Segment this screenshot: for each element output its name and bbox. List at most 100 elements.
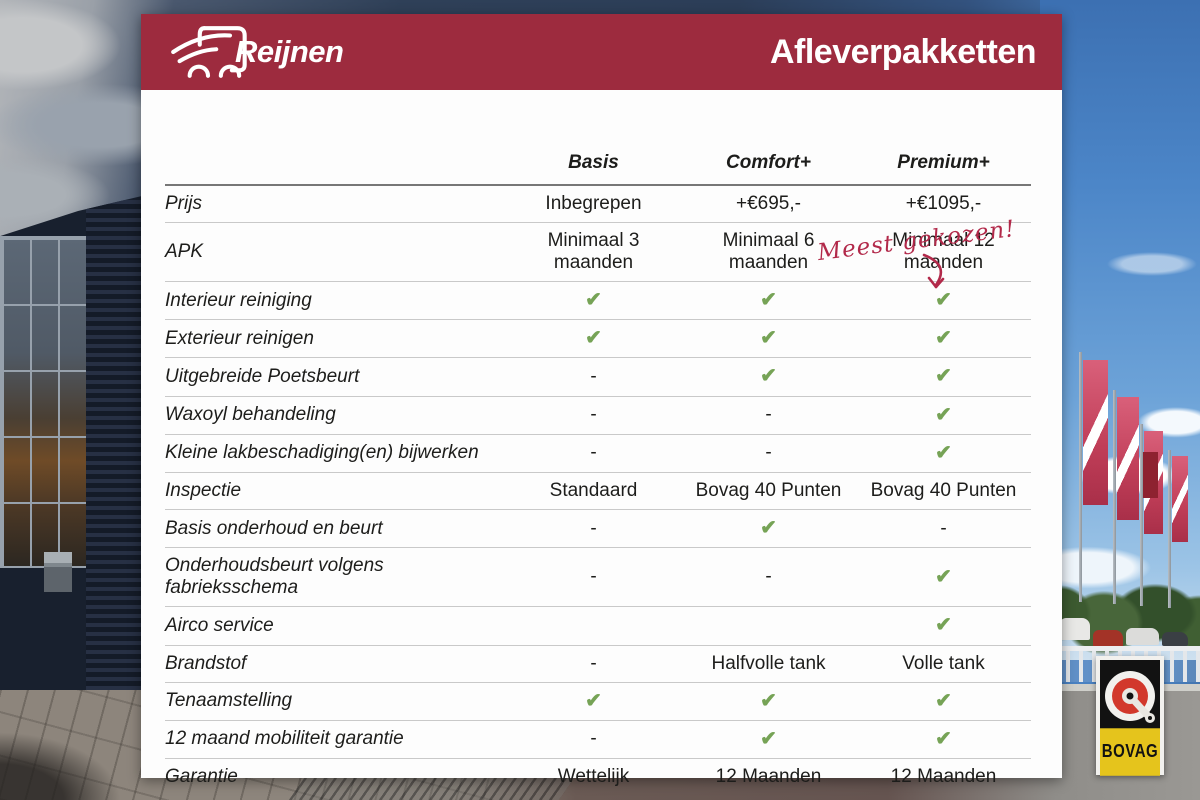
check-icon: ✔ <box>935 327 952 350</box>
value-cell: - <box>590 404 597 426</box>
check-cell: ✔ <box>681 682 856 720</box>
row-label: Airco service <box>165 614 274 636</box>
background-building <box>0 196 142 698</box>
row-label: Inspectie <box>165 480 242 502</box>
row-label: 12 maand mobiliteit garantie <box>165 728 404 750</box>
check-cell: ✔ <box>856 607 1031 645</box>
check-icon: ✔ <box>760 365 777 388</box>
table-row: Tenaamstelling ✔ ✔ ✔ <box>165 682 1031 721</box>
page-title: Afleverpakketten <box>769 32 1037 71</box>
check-cell: ✔ <box>681 320 856 358</box>
check-cell: ✔ <box>856 434 1031 472</box>
building-windows <box>0 236 88 568</box>
bovag-logo: BOVAG <box>1096 656 1164 776</box>
check-cell: ✔ <box>856 358 1031 396</box>
check-cell: ✔ <box>681 510 856 548</box>
background-car <box>1126 628 1159 645</box>
value-cell: Volle tank <box>902 652 985 674</box>
row-label: Garantie <box>165 765 238 787</box>
row-label: Waxoyl behandeling <box>165 404 336 426</box>
value-cell: +€695,- <box>736 193 801 214</box>
background-car <box>1162 632 1188 646</box>
value-cell: 12 Maanden <box>715 765 822 787</box>
background-car <box>1060 618 1090 640</box>
background-sky-clouds-right <box>1040 0 1200 660</box>
check-cell: ✔ <box>681 720 856 758</box>
check-icon: ✔ <box>935 689 952 712</box>
value-cell: Minimaal 12 maanden <box>892 230 995 274</box>
column-header-comfort: Comfort+ <box>681 144 856 186</box>
table-row: Prijs Inbegrepen +€695,- +€1095,- <box>165 185 1031 223</box>
arrow-down-icon <box>922 253 945 289</box>
check-cell: ✔ <box>506 282 681 320</box>
table-row: Airco service ✔ <box>165 607 1031 645</box>
row-label: Uitgebreide Poetsbeurt <box>165 366 360 388</box>
table-row: Kleine lakbeschadiging(en) bijwerken - - ✔ <box>165 434 1031 473</box>
row-label: Onderhoudsbeurt volgens fabrieksschema <box>165 555 384 599</box>
background-flag <box>1083 360 1108 505</box>
check-cell: ✔ <box>681 282 856 320</box>
check-icon: ✔ <box>760 327 777 350</box>
value-cell: Inbegrepen <box>545 193 642 214</box>
value-cell: +€1095,- <box>905 193 982 214</box>
value-cell: 12 Maanden <box>890 765 997 787</box>
value-cell <box>681 607 856 645</box>
value-cell: - <box>765 404 772 426</box>
flag-pole <box>1168 450 1171 608</box>
value-cell: Halfvolle tank <box>711 652 826 674</box>
table-row: Onderhoudsbeurt volgens fabrieksschema - -… <box>165 548 1031 607</box>
flag-pole <box>1113 390 1116 604</box>
card-header: Reijnen Afleverpakketten <box>141 14 1062 90</box>
check-icon: ✔ <box>935 289 952 312</box>
brand-name: Reijnen <box>235 34 344 69</box>
check-cell: ✔ <box>856 320 1031 358</box>
value-cell: - <box>590 566 597 588</box>
column-header-premium: Premium+ <box>856 144 1031 186</box>
table-row: Uitgebreide Poetsbeurt - ✔ ✔ <box>165 358 1031 397</box>
row-label: Interieur reiniging <box>165 289 312 311</box>
value-cell <box>506 607 681 645</box>
building-cladding <box>86 200 142 698</box>
value-cell: - <box>590 728 597 750</box>
check-icon: ✔ <box>935 365 952 388</box>
flag-pole <box>1140 424 1143 606</box>
check-cell: ✔ <box>506 682 681 720</box>
table-row: Exterieur reinigen ✔ ✔ ✔ <box>165 320 1031 358</box>
table-row: Interieur reiniging ✔ ✔ ✔ <box>165 282 1031 320</box>
pricing-card: Reijnen Afleverpakketten Meest gekozen! <box>141 14 1062 787</box>
row-label: Kleine lakbeschadiging(en) bijwerken <box>165 442 479 464</box>
table-row: 12 maand mobiliteit garantie - ✔ ✔ <box>165 720 1031 759</box>
check-icon: ✔ <box>935 727 952 750</box>
check-icon: ✔ <box>585 327 602 350</box>
check-cell: ✔ <box>681 358 856 396</box>
table-row: Garantie Wettelijk 12 Maanden 12 Maanden <box>165 758 1031 795</box>
packages-table: Basis Comfort+ Premium+ Prijs Inbegrepen +… <box>165 144 1031 795</box>
check-cell: ✔ <box>856 548 1031 607</box>
value-cell: - <box>940 517 947 539</box>
check-cell: ✔ <box>856 720 1031 758</box>
check-cell: ✔ <box>856 682 1031 720</box>
check-icon: ✔ <box>760 289 777 312</box>
background-pylon <box>1143 452 1158 498</box>
brand-car-icon <box>171 26 247 78</box>
column-header-basis: Basis <box>506 144 681 186</box>
bovag-label: BOVAG <box>1100 728 1160 776</box>
row-label: Exterieur reinigen <box>165 327 314 349</box>
table-row: APK Minimaal 3 maanden Minimaal 6 maanden M… <box>165 223 1031 282</box>
value-cell: Minimaal 3 maanden <box>547 230 640 274</box>
value-cell: - <box>590 652 597 674</box>
brand-logo: Reijnen <box>167 19 344 85</box>
row-label: Basis onderhoud en beurt <box>165 517 383 539</box>
background-flag <box>1117 397 1139 520</box>
check-icon: ✔ <box>935 441 952 464</box>
background-car <box>1093 630 1123 647</box>
value-cell: - <box>765 442 772 464</box>
check-icon: ✔ <box>935 403 952 426</box>
value-cell: Wettelijk <box>557 765 630 787</box>
background-flag <box>1172 456 1188 542</box>
value-cell: Bovag 40 Punten <box>870 480 1017 502</box>
check-icon: ✔ <box>760 689 777 712</box>
table-row: Basis onderhoud en beurt - ✔ - <box>165 510 1031 548</box>
check-icon: ✔ <box>760 517 777 540</box>
